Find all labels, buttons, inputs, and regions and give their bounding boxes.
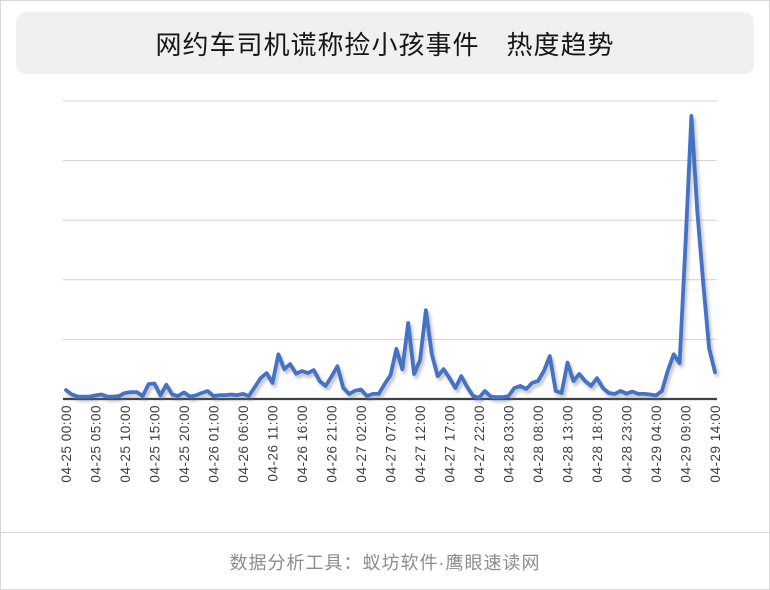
x-tick-label: 04-27 17:00	[443, 405, 458, 483]
x-tick-label: 04-25 10:00	[118, 405, 133, 483]
x-tick-label: 04-26 16:00	[295, 405, 310, 483]
x-tick-label: 04-28 08:00	[531, 405, 546, 483]
x-tick-label: 04-27 12:00	[413, 405, 428, 483]
trend-line-series	[64, 114, 717, 400]
chart-area: 04-25 00:00 04-25 05:00 04-25 10:00 04-25 1…	[1, 1, 769, 531]
x-tick-label: 04-27 22:00	[472, 405, 487, 483]
x-tick-label: 04-27 02:00	[354, 405, 369, 483]
x-tick-label: 04-28 03:00	[502, 405, 517, 483]
trend-chart: 04-25 00:00 04-25 05:00 04-25 10:00 04-25 1…	[59, 100, 723, 483]
x-tick-label: 04-27 07:00	[384, 405, 399, 483]
x-tick-label: 04-26 11:00	[266, 405, 281, 482]
footer: 数据分析工具：蚁坊软件·鹰眼速读网	[1, 532, 769, 589]
page-title: 网约车司机谎称捡小孩事件 热度趋势	[155, 29, 615, 60]
x-tick-label: 04-29 04:00	[649, 405, 664, 483]
x-tick-label: 04-25 20:00	[177, 405, 192, 483]
chart-title-box: 网约车司机谎称捡小孩事件 热度趋势	[16, 12, 754, 74]
footer-credit-text: 数据分析工具：蚁坊软件·鹰眼速读网	[229, 553, 541, 573]
x-tick-label: 04-25 00:00	[59, 405, 74, 483]
x-tick-label: 04-28 23:00	[620, 405, 635, 483]
x-tick-label: 04-25 15:00	[148, 405, 163, 483]
x-tick-label: 04-28 18:00	[590, 405, 605, 483]
x-tick-label: 04-26 01:00	[207, 405, 222, 483]
x-tick-label: 04-29 09:00	[679, 405, 694, 483]
x-tick-label: 04-29 14:00	[708, 405, 723, 483]
x-tick-label: 04-25 05:00	[89, 405, 104, 483]
x-tick-label: 04-26 21:00	[325, 405, 340, 483]
x-tick-label: 04-26 06:00	[236, 405, 251, 483]
x-tick-label: 04-28 13:00	[561, 405, 576, 483]
